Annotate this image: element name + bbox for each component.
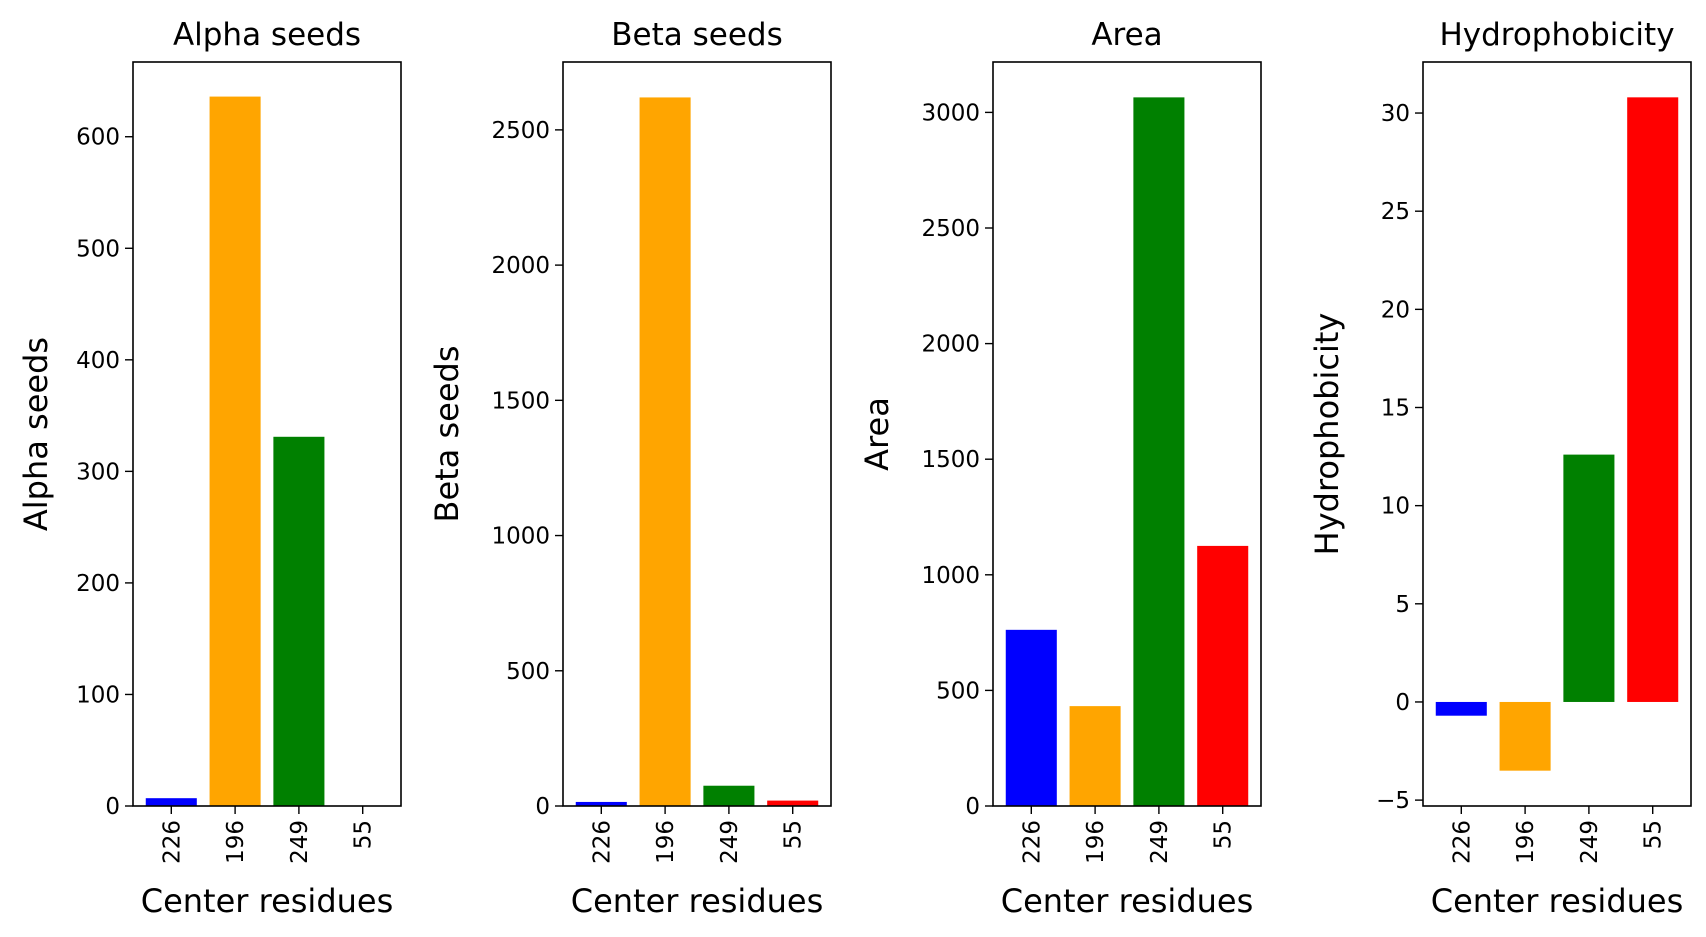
y-tick-label: 15 [1381,396,1410,422]
bar-226 [145,798,197,806]
bar-196 [209,96,261,806]
y-axis-label: Area [858,397,896,471]
plot-area: 0 100 200 300 400 500 600 226 196 249 55 [76,61,402,864]
bar-249 [273,436,325,806]
y-tick-label: 500 [936,678,980,704]
y-tick-label: 2000 [921,332,980,358]
x-axis-label: Center residues [571,882,824,920]
y-tick-label: 100 [76,682,120,708]
x-tick-label: 249 [1147,820,1173,864]
bar-55 [767,800,819,806]
y-tick-label: 10 [1381,494,1410,520]
y-tick-label: 1000 [491,524,550,550]
bar-55 [1197,545,1249,806]
y-tick-label: 5 [1395,592,1410,618]
y-tick-label: 2000 [491,253,550,279]
panel-title: Alpha seeds [173,17,361,53]
hydrophobicity-panel: Hydrophobicity Hydrophobicity Center res… [1308,17,1692,920]
x-tick-label: 249 [717,820,743,864]
plot-frame [992,61,1262,807]
x-tick-label: 55 [351,820,377,849]
x-tick-label: 249 [287,820,313,864]
bar-196 [1499,701,1551,771]
y-tick-label: 500 [76,236,120,262]
panel-title: Hydrophobicity [1439,17,1674,53]
y-tick-label: 30 [1381,101,1410,127]
y-axis-label: Hydrophobicity [1308,313,1346,556]
y-tick-label: 500 [506,659,550,685]
y-tick-label: 600 [76,125,120,151]
bar-226 [1435,701,1487,716]
x-tick-label: 55 [1211,820,1237,849]
y-tick-label: 1500 [491,388,550,414]
x-tick-label: 249 [1577,820,1603,864]
y-tick-label: 3000 [921,100,980,126]
plot-area: 0 500 1000 1500 2000 2500 226 196 249 55 [491,61,832,864]
x-axis-label: Center residues [1431,882,1684,920]
bar-226 [1005,629,1057,806]
y-tick-label: 0 [535,794,550,820]
x-tick-label: 226 [589,820,615,864]
x-tick-label: 55 [1641,820,1667,849]
alpha-seeds-panel: Alpha seeds Alpha seeds Center residues … [17,17,402,920]
panel-title: Beta seeds [611,17,782,53]
y-tick-label: 0 [965,794,980,820]
x-tick-label: 226 [1449,820,1475,864]
x-axis-label: Center residues [1001,882,1254,920]
y-axis-label: Alpha seeds [17,337,55,531]
bar-249 [1133,97,1185,807]
beta-seeds-panel: Beta seeds Beta seeds Center residues 0 5… [428,17,832,920]
y-tick-label: 2500 [921,216,980,242]
bar-196 [639,97,691,807]
x-tick-label: 196 [223,820,249,864]
bar-55 [1627,97,1679,702]
y-tick-label: 200 [76,571,120,597]
y-tick-label: −5 [1376,788,1410,814]
y-tick-label: 0 [105,794,120,820]
plot-frame [1422,61,1692,807]
bar-249 [1563,454,1615,702]
plot-area: −5 0 5 10 15 20 25 30 226 196 249 55 [1376,61,1692,864]
y-tick-label: 0 [1395,690,1410,716]
x-tick-label: 226 [1019,820,1045,864]
x-tick-label: 196 [1513,820,1539,864]
y-tick-label: 1000 [921,563,980,589]
bar-249 [703,785,755,806]
x-tick-label: 55 [781,820,807,849]
bar-226 [575,801,627,806]
y-tick-label: 20 [1381,297,1410,323]
y-tick-label: 400 [76,348,120,374]
x-tick-label: 196 [653,820,679,864]
plot-frame [562,61,832,807]
x-tick-label: 226 [159,820,185,864]
y-tick-label: 25 [1381,199,1410,225]
bar-196 [1069,706,1121,806]
plot-frame [132,61,402,807]
y-tick-label: 300 [76,459,120,485]
x-axis-label: Center residues [141,882,394,920]
plot-area: 0 500 1000 1500 2000 2500 3000 226 196 249 55 [921,61,1262,864]
y-tick-label: 1500 [921,447,980,473]
x-tick-label: 196 [1083,820,1109,864]
panel-title: Area [1091,17,1162,53]
y-tick-label: 2500 [491,118,550,144]
y-axis-label: Beta seeds [428,346,466,523]
area-panel: Area Area Center residues 0 500 1000 1500 20… [858,17,1262,920]
